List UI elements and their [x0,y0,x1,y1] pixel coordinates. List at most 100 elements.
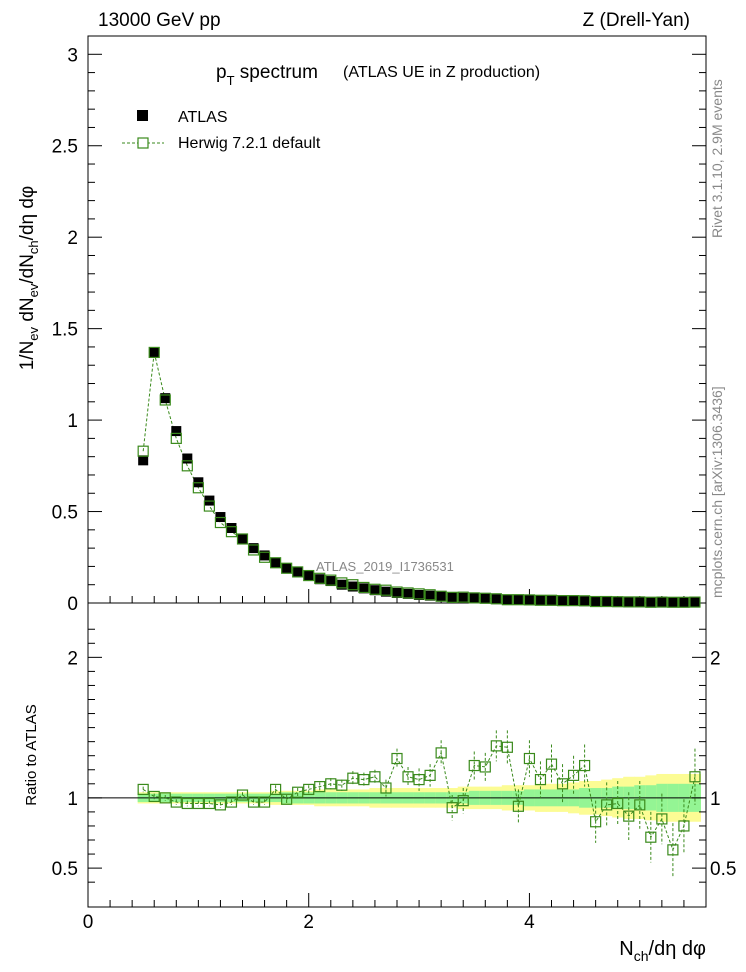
herwig-point-2 [159,394,171,406]
herwig-line [142,352,695,603]
ratio-point-33 [501,741,513,753]
ratio-point-25 [413,773,425,786]
herwig-point-22 [380,584,392,596]
atlas-point-27 [436,591,447,602]
atlas-point-34 [513,594,524,605]
ratio-tick-label-right-1: 1 [710,789,721,810]
legend-atlas-label: ATLAS [178,109,228,126]
herwig-point-0 [137,445,149,457]
ratio-point-31 [479,761,491,773]
herwig-point-37 [545,594,558,606]
herwig-point-1 [148,346,160,359]
ratio-point-9 [236,789,249,801]
ratio-point-11 [258,796,271,808]
herwig-point-40 [579,595,591,607]
y-tick-label-0.5: 0.5 [52,503,78,524]
atlas-point-31 [480,593,491,604]
herwig-point-49 [678,596,690,608]
herwig-point-21 [369,583,381,595]
ratio-point-37 [545,758,558,770]
herwig-point-11 [258,551,271,563]
axis-ticks: 0 2 4 0 0.5 1 1.5 2 2.5 3 0.5 0.5 1 1 2 2 [52,35,736,933]
herwig-point-10 [247,544,260,556]
atlas-point-10 [248,543,259,554]
ratio-point-45 [634,799,646,811]
title-rest: spectrum [235,62,318,83]
herwig-point-31 [479,592,491,604]
atlas-point-11 [259,550,270,561]
ratio-point-34 [512,800,524,812]
ratio-point-2 [159,792,171,804]
plot-frames [87,35,707,908]
herwig-point-28 [446,591,458,603]
ratio-point-13 [281,793,293,805]
y-tick-label-1.5: 1.5 [52,320,78,341]
ratio-point-20 [358,773,370,786]
herwig-point-17 [325,574,337,586]
legend-herwig-label: Herwig 7.2.1 default [178,135,321,152]
ratio-tick-label-left-0.5: 0.5 [52,859,78,880]
ratio-point-47 [656,813,668,825]
atlas-point-36 [535,595,546,606]
atlas-point-38 [557,595,568,606]
herwig-point-44 [623,596,635,608]
ratio-point-6 [203,797,215,810]
ratio-point-40 [579,759,591,772]
rivet-info: Rivet 3.1.10, 2.9M events [709,79,725,238]
ratio-point-0 [137,783,149,796]
herwig-point-42 [601,595,613,608]
atlas-point-25 [414,589,425,600]
herwig-point-35 [523,594,536,606]
atlas-point-15 [303,570,314,581]
atlas-point-8 [226,523,237,534]
ratio-point-50 [689,771,701,783]
atlas-point-9 [237,533,248,544]
ratio-point-16 [314,781,326,793]
atlas-point-20 [358,583,369,594]
ratio-point-36 [534,773,547,786]
ratio-point-24 [402,771,414,783]
atlas-point-26 [425,590,436,601]
atlas-point-49 [678,597,689,608]
ratio-point-22 [380,782,392,794]
ratio-point-42 [601,799,613,811]
y-axis-label: 1/Nev dNev/dNch/dη dφ [17,186,41,371]
herwig-point-50 [689,596,701,608]
atlas-point-24 [403,588,414,599]
plot-title-paren: (ATLAS UE in Z production) [343,64,540,81]
ratio-point-43 [612,797,624,810]
atlas-point-13 [281,563,292,574]
herwig-point-16 [314,572,326,584]
herwig-point-4 [181,460,193,472]
atlas-point-28 [447,592,458,603]
ratio-point-41 [590,816,602,828]
herwig-point-7 [214,516,227,529]
ratio-y-axis-label: Ratio to ATLAS [23,704,40,805]
herwig-point-27 [435,590,447,602]
ratio-point-5 [192,797,204,810]
atlas-point-22 [380,586,391,597]
ratio-point-23 [391,752,403,765]
mcplots-info: mcplots.cern.ch [arXiv:1306.3436] [709,386,725,598]
x-tick-label-2: 2 [303,912,314,933]
atlas-point-47 [656,597,667,608]
analysis-watermark: ATLAS_2019_I1736531 [316,559,454,574]
atlas-point-17 [325,576,336,587]
title-p: p [216,62,227,83]
atlas-point-1 [149,347,160,358]
herwig-point-43 [612,596,624,608]
y-tick-label-2: 2 [67,228,78,249]
legend-herwig-marker [137,137,149,149]
ratio-point-1 [148,790,160,803]
process-label: Z (Drell-Yan) [583,10,690,31]
ratio-point-7 [214,799,227,811]
atlas-point-33 [502,594,513,605]
herwig-point-9 [236,533,249,545]
herwig-point-8 [225,526,238,538]
ratio-point-8 [225,796,238,808]
ratio-point-10 [247,796,260,808]
ratio-tick-label-left-1: 1 [67,789,78,810]
atlas-point-37 [546,595,557,606]
atlas-point-23 [392,587,402,598]
ratio-point-15 [303,783,315,796]
